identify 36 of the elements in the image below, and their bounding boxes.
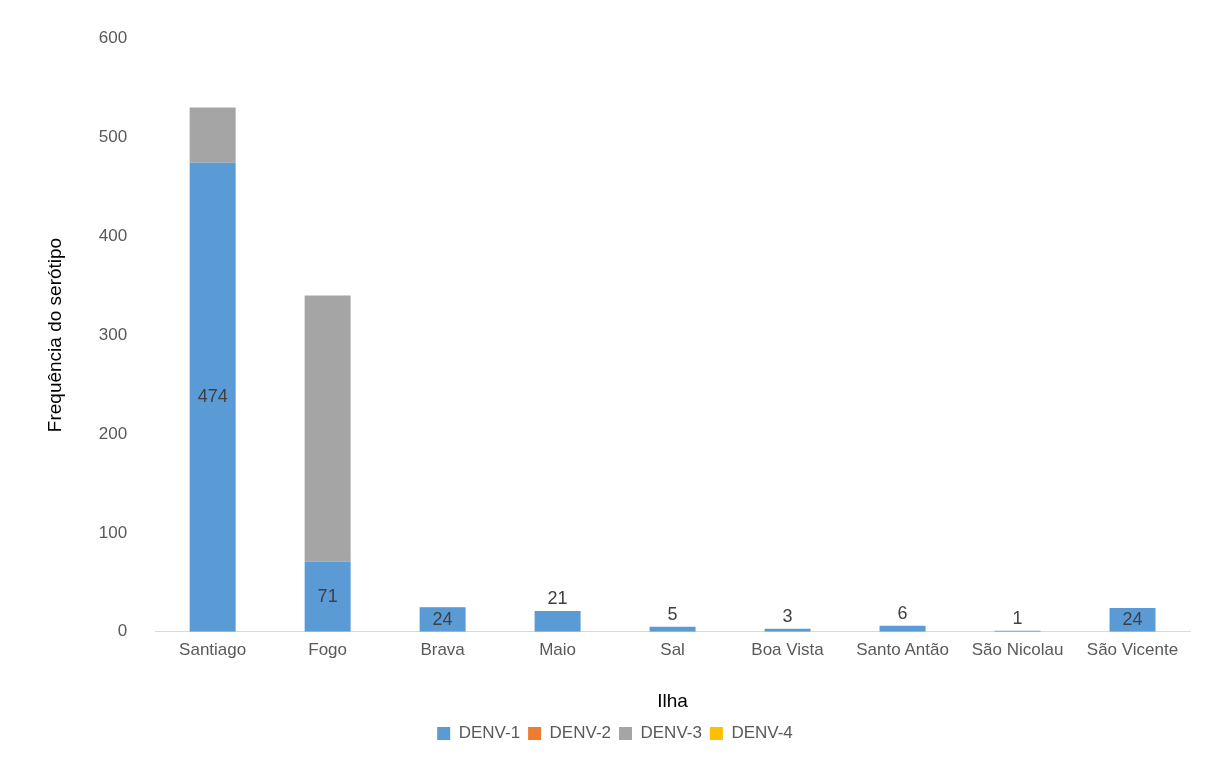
x-tick-label: Santo Antão	[856, 639, 949, 659]
data-label: 3	[782, 605, 793, 626]
data-label: 6	[897, 602, 908, 623]
y-tick-label: 100	[98, 522, 128, 542]
x-tick-label: Boa Vista	[751, 639, 825, 659]
legend-label: DENV-4	[731, 723, 793, 743]
bar	[304, 295, 351, 562]
bar	[304, 561, 351, 632]
legend-label: DENV-3	[640, 723, 702, 743]
x-tick-label: Brava	[420, 639, 466, 659]
y-tick-label: 400	[98, 225, 128, 245]
y-tick-label: 300	[98, 324, 128, 344]
data-label: 1	[1012, 607, 1023, 628]
data-label: 21	[547, 587, 568, 608]
x-axis-title: Ilha	[657, 689, 689, 711]
y-tick-label: 500	[98, 126, 128, 146]
y-axis-title: Frequência do serótipo	[43, 237, 65, 433]
legend-label: DENV-2	[549, 723, 612, 743]
data-label: 71	[317, 585, 338, 606]
bar	[534, 611, 581, 632]
x-tick-label: Santiago	[179, 639, 247, 659]
x-tick-label: Sal	[660, 639, 685, 659]
legend-label: DENV-1	[458, 723, 521, 743]
data-label: 24	[432, 608, 453, 629]
y-tick-label: 0	[117, 621, 128, 641]
y-tick-label: 600	[98, 27, 128, 47]
data-label: 24	[1122, 608, 1143, 629]
x-tick-label: Fogo	[308, 639, 348, 659]
bar	[189, 107, 236, 163]
bar	[189, 162, 236, 632]
x-tick-label: São Vicente	[1086, 639, 1179, 659]
x-tick-label: São Nicolau	[971, 639, 1064, 659]
data-label: 5	[667, 603, 678, 624]
y-tick-label: 200	[98, 423, 128, 443]
x-tick-label: Maio	[539, 639, 577, 659]
data-label: 474	[197, 386, 228, 407]
